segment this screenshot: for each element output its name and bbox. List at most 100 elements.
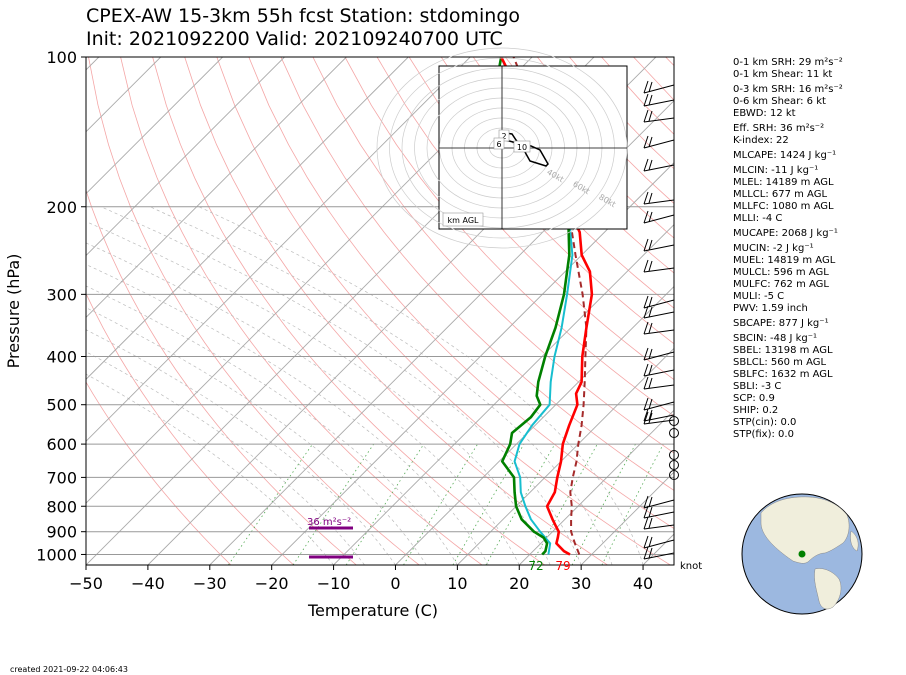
dry-adiabat — [86, 189, 357, 565]
param-mucape: MUCAPE: 2068 J kg⁻¹ — [733, 228, 838, 239]
barb-shaft — [643, 524, 675, 530]
barb-flag — [643, 191, 649, 205]
barb-flag — [648, 377, 653, 389]
moist-adiabat — [101, 206, 582, 565]
isotherm — [86, 57, 162, 133]
mixing-ratio-line — [571, 443, 636, 565]
barb-flag — [643, 363, 649, 377]
barb-flag — [648, 110, 653, 122]
barb-shaft — [643, 164, 675, 172]
barb-flag — [643, 411, 649, 425]
wet-bulb-trace — [500, 57, 574, 555]
param-sbcape: SBCAPE: 877 J kg⁻¹ — [733, 318, 829, 329]
barb-shaft — [643, 499, 675, 509]
globe-north-america — [760, 496, 850, 564]
param-k-index: K-index: 22 — [733, 135, 789, 146]
x-axis-label: Temperature (C) — [307, 601, 438, 620]
p-tick-label: 200 — [46, 198, 77, 217]
dry-adiabat — [152, 57, 545, 565]
barb-flag — [643, 158, 649, 172]
p-tick-label: 400 — [46, 348, 77, 367]
wind-barb — [643, 495, 675, 509]
barb-flag — [648, 136, 653, 148]
wind-barb — [643, 411, 675, 425]
param-sblfc: SBLFC: 1632 m AGL — [733, 369, 833, 380]
isotherm — [580, 471, 674, 565]
param-srh01: 0-1 km SRH: 29 m²s⁻² — [733, 57, 843, 68]
barb-flag — [643, 505, 649, 519]
barb-shaft — [643, 214, 675, 224]
barb-shaft — [643, 539, 675, 549]
created-timestamp: created 2021-09-22 04:06:43 — [10, 665, 128, 674]
calm-wind-circle — [669, 450, 679, 460]
mixing-ratio-line — [530, 443, 598, 565]
barb-flag — [648, 496, 653, 508]
barb-shaft — [643, 419, 675, 425]
param-sbcin: SBCIN: -48 J kg⁻¹ — [733, 333, 818, 344]
moist-adiabat — [86, 221, 551, 565]
param-srh03: 0-3 km SRH: 16 m²s⁻² — [733, 84, 843, 95]
barb-flag — [648, 409, 653, 421]
dry-adiabat — [184, 57, 608, 565]
x-tick-label: 20 — [509, 574, 529, 593]
barb-flag — [643, 80, 649, 94]
barb-flag — [643, 376, 649, 390]
wind-barb — [643, 347, 675, 361]
barb-flag — [643, 408, 649, 422]
mixing-ratio-line — [345, 443, 425, 565]
isotherm — [86, 57, 409, 380]
param-shear01: 0-1 km Shear: 11 kt — [733, 69, 833, 80]
p-tick-label: 800 — [46, 497, 77, 516]
barb-flag — [643, 495, 649, 509]
isotherm — [86, 57, 285, 257]
moist-adiabat — [86, 329, 396, 565]
x-tick-label: −20 — [255, 574, 289, 593]
p-tick-label: 1000 — [36, 545, 77, 564]
x-tick-label: −50 — [69, 574, 103, 593]
param-sbel: SBEL: 13198 m AGL — [733, 345, 833, 356]
barb-flag — [648, 192, 653, 204]
dry-adiabat — [376, 57, 674, 381]
surface-dewpoint-label: 72 — [528, 559, 543, 573]
isotherm — [86, 57, 471, 442]
wind-barb — [643, 259, 675, 273]
wind-barb — [643, 376, 675, 390]
moist-adiabat — [86, 351, 365, 565]
wind-barb — [643, 93, 675, 107]
x-tick-label: −10 — [317, 574, 351, 593]
param-mlcape: MLCAPE: 1424 J kg⁻¹ — [733, 150, 837, 161]
calm-wind-circle — [669, 428, 679, 438]
barb-flag — [648, 506, 653, 518]
effective-srh-label: 36 m²s⁻² — [307, 517, 351, 528]
isotherm — [209, 100, 674, 565]
barb-flag — [648, 159, 653, 171]
param-mucin: MUCIN: -2 J kg⁻¹ — [733, 243, 814, 254]
barb-shaft — [643, 139, 675, 149]
dry-adiabat — [120, 57, 483, 565]
barb-flag — [643, 321, 649, 335]
barb-flag — [648, 412, 653, 424]
isotherm — [271, 162, 674, 565]
param-mulfc: MULFC: 762 m AGL — [733, 279, 829, 290]
dry-adiabat — [472, 57, 674, 274]
moist-adiabat — [198, 206, 644, 565]
hodograph-height-10: 10 — [517, 143, 527, 152]
param-mlli: MLLI: -4 C — [733, 213, 783, 224]
barb-shaft — [643, 199, 675, 205]
wind-barb — [643, 363, 675, 377]
wind-barb — [643, 295, 675, 309]
barb-flag — [643, 535, 649, 549]
barb-flag — [643, 397, 649, 411]
isotherm — [333, 223, 674, 565]
barb-flag — [643, 210, 649, 224]
location-globe — [741, 493, 863, 615]
sounding-parameters: 0-1 km SRH: 29 m²s⁻² 0-1 km Shear: 11 kt… — [733, 57, 903, 441]
calm-wind-circle — [669, 460, 679, 470]
param-muel: MUEL: 14819 m AGL — [733, 255, 836, 266]
y-axis-label: Pressure (hPa) — [4, 254, 23, 369]
p-tick-label: 500 — [46, 396, 77, 415]
barb-flag — [648, 81, 653, 93]
barb-flag — [643, 295, 649, 309]
hodograph-km-agl-label: km AGL — [448, 216, 480, 225]
dry-adiabat — [86, 381, 232, 565]
